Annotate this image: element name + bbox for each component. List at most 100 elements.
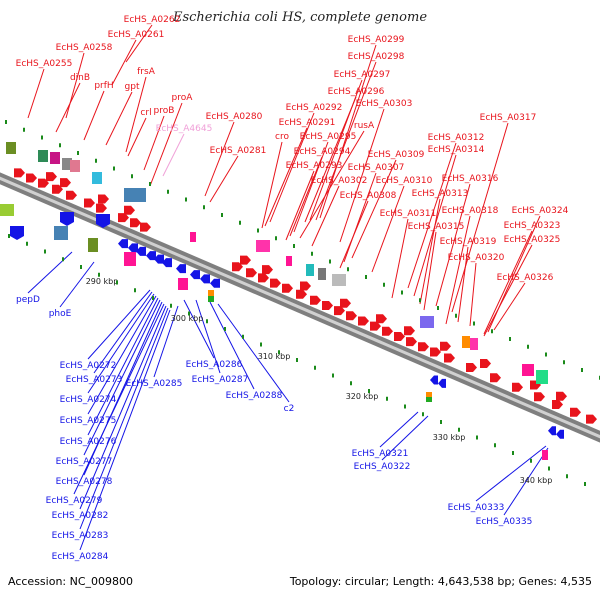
tick-mark	[8, 234, 10, 238]
pink-gene-box	[124, 252, 136, 266]
gene-label-top: EcHS_A0307	[348, 163, 405, 173]
cyan-gene-box	[92, 172, 102, 184]
pink-gene-box	[286, 256, 292, 266]
tick-mark	[404, 404, 406, 409]
tick-mark	[386, 396, 388, 401]
kbp-label: 330 kbp	[433, 433, 466, 442]
olive-gene-box	[88, 238, 98, 252]
leader-line-top	[55, 82, 81, 133]
gene-label-top: prfH	[94, 81, 113, 91]
green-gene-box	[536, 370, 548, 384]
gene-label-bottom: EcHS_A0275	[60, 416, 117, 426]
reverse-gene-arrow	[136, 246, 146, 256]
forward-gene-arrow	[404, 326, 415, 336]
gene-label-bottom: EcHS_A0288	[226, 391, 283, 401]
olive-gene-box	[6, 142, 16, 154]
orange-gene-box	[462, 336, 470, 348]
forward-gene-arrow	[394, 331, 405, 341]
forward-gene-arrow	[444, 353, 455, 363]
gene-label-top: EcHS_A0325	[504, 235, 561, 245]
tick-mark	[203, 205, 205, 210]
gene-label-bottom: EcHS_A0287	[192, 375, 249, 385]
tick-mark	[368, 389, 370, 393]
gene-label-top: EcHS_A0324	[512, 206, 569, 216]
tick-mark	[347, 267, 349, 272]
forward-gene-arrow	[570, 407, 581, 417]
leader-line-top	[304, 96, 357, 223]
leader-line-bottom	[79, 307, 169, 530]
tick-mark	[458, 427, 460, 432]
gene-label-top: EcHS_A0311	[380, 209, 437, 219]
pink-gene-box	[190, 232, 196, 242]
leader-line-top	[143, 115, 165, 171]
leader-line-top	[371, 185, 405, 273]
tick-mark	[23, 127, 25, 132]
tick-mark	[329, 259, 331, 264]
forward-gene-arrow	[586, 414, 597, 424]
purple-gene-box	[420, 316, 434, 328]
tick-mark	[401, 290, 403, 295]
reverse-gene-arrow	[438, 378, 446, 388]
forward-gene-arrow	[490, 373, 501, 383]
leader-line-top	[451, 122, 509, 313]
leader-line-bottom	[79, 305, 167, 510]
gene-label-top: EcHS_A0310	[376, 176, 433, 186]
gene-label-bottom: c2	[284, 404, 295, 414]
reverse-gene-arrow	[162, 258, 172, 268]
blue-gene-box	[54, 226, 68, 240]
gene-label-bottom: EcHS_A0282	[52, 511, 109, 521]
kbp-label: 320 kbp	[346, 392, 379, 401]
leader-line-top	[105, 91, 133, 146]
leader-line-top	[149, 102, 183, 187]
gene-label-bottom: EcHS_A0278	[56, 477, 113, 487]
gene-label-top: EcHS_A0314	[428, 145, 485, 155]
leader-line-bottom	[93, 291, 153, 374]
leader-line-bottom	[153, 305, 179, 378]
forward-gene-arrow	[552, 399, 563, 409]
tick-mark	[257, 228, 259, 233]
reverse-gene-arrow	[210, 278, 220, 288]
leader-line-bottom	[475, 445, 547, 502]
tick-mark	[476, 435, 478, 440]
reverse-gene-block	[96, 214, 110, 228]
leader-line-top	[261, 141, 283, 229]
leader-line-top	[419, 198, 441, 305]
tick-mark	[170, 303, 172, 308]
reverse-gene-arrow	[190, 270, 200, 280]
gene-label-top: EcHS_A0258	[56, 43, 113, 53]
leader-line-top	[407, 142, 457, 289]
forward-gene-arrow	[66, 190, 77, 200]
orange-gene-box	[208, 290, 214, 296]
forward-gene-arrow	[512, 382, 523, 392]
reverse-gene-arrow	[146, 251, 156, 261]
tick-mark	[44, 249, 46, 254]
kbp-label: 300 kbp	[171, 314, 204, 323]
tick-mark	[494, 443, 496, 448]
forward-gene-arrow	[14, 168, 25, 178]
gene-label-top: EcHS_A0320	[448, 253, 505, 263]
gene-label-bottom: EcHS_A0273	[66, 375, 123, 385]
forward-gene-arrow	[96, 203, 107, 213]
genome-backbone	[0, 172, 600, 443]
tick-mark	[242, 334, 244, 339]
green-gene-box	[208, 296, 214, 302]
forward-gene-arrow	[466, 362, 477, 372]
forward-gene-arrow	[46, 172, 57, 182]
kbp-label: 290 kbp	[86, 277, 119, 286]
leader-line-bottom	[79, 309, 171, 551]
leader-line-top	[423, 231, 437, 311]
forward-gene-arrow	[262, 265, 273, 275]
tick-mark	[80, 265, 82, 269]
gene-label-bottom: EcHS_A0335	[476, 517, 533, 527]
forward-gene-arrow	[370, 321, 381, 331]
forward-gene-arrow	[358, 316, 369, 326]
lime-gene-box	[0, 204, 14, 216]
gene-label-top: EcHS_A0299	[348, 35, 405, 45]
leader-line-top	[209, 155, 239, 203]
reverse-gene-arrow	[430, 375, 438, 385]
tick-mark	[509, 337, 511, 341]
reverse-gene-arrow	[154, 254, 164, 264]
tick-mark	[95, 158, 97, 163]
leader-line-bottom	[59, 261, 95, 308]
gene-label-top: crl	[140, 108, 151, 118]
